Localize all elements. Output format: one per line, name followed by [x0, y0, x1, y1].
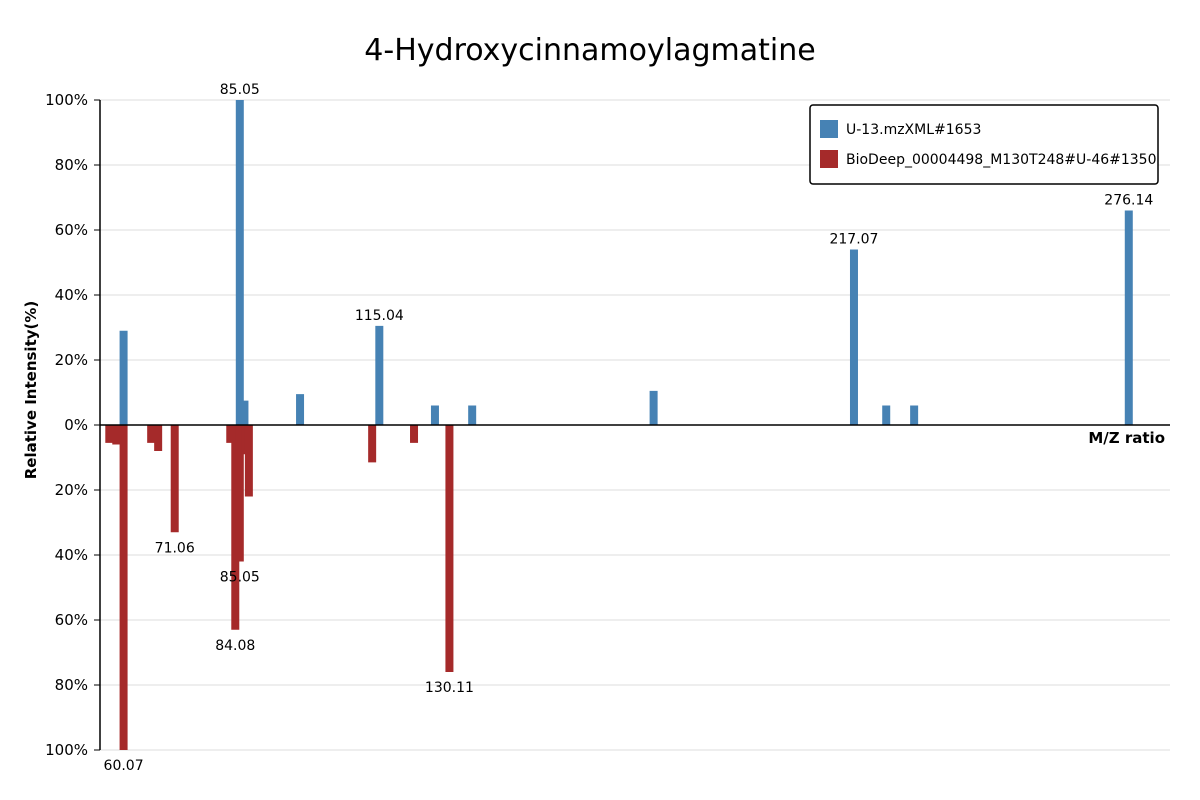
- reference-peak-bar: [445, 425, 454, 672]
- reference-peak-bar: [147, 425, 156, 443]
- query-peak-bar: [849, 249, 858, 425]
- reference-peak-bar: [226, 425, 235, 443]
- reference-peak-bar: [235, 425, 244, 562]
- query-peak-bar: [1124, 210, 1133, 425]
- y-tick-label: 60%: [55, 611, 88, 629]
- spectrum-bars: [105, 100, 1133, 750]
- query-peak-bar: [119, 330, 128, 425]
- legend: U-13.mzXML#1653 BioDeep_00004498_M130T24…: [809, 104, 1159, 185]
- y-axis-ticks: 100% 80% 60% 40% 20% 0% 20% 40% 60% 80% 100%: [45, 91, 100, 759]
- y-tick-label: 80%: [55, 156, 88, 174]
- reference-peak-label: 85.05: [220, 570, 260, 586]
- query-peak-bar: [296, 394, 305, 425]
- y-tick-label: 100%: [45, 91, 88, 109]
- reference-peak-label: 60.07: [104, 758, 144, 774]
- legend-swatch-biodeep: [820, 150, 838, 168]
- query-peak-bar: [468, 405, 477, 425]
- reference-peak-bar: [119, 425, 128, 750]
- y-tick-label: 100%: [45, 741, 88, 759]
- query-peak-bar: [240, 400, 249, 425]
- legend-label-biodeep: BioDeep_00004498_M130T248#U-46#1350: [846, 152, 1157, 168]
- grid-lines: [100, 99, 1170, 751]
- y-tick-label: 20%: [55, 351, 88, 369]
- reference-peak-bar: [105, 425, 114, 443]
- query-peak-bar: [649, 390, 658, 425]
- reference-peak-bar: [170, 425, 179, 533]
- query-peak-label: 217.07: [829, 232, 878, 248]
- y-tick-label: 40%: [55, 286, 88, 304]
- y-tick-label: 60%: [55, 221, 88, 239]
- legend-box: [809, 104, 1159, 185]
- reference-peak-label: 71.06: [155, 540, 195, 556]
- query-peak-label: 115.04: [355, 308, 404, 324]
- y-tick-label: 20%: [55, 481, 88, 499]
- reference-peak-bar: [154, 425, 163, 451]
- reference-peak-label: 84.08: [215, 638, 255, 654]
- y-axis-title: Relative Intensity(%): [22, 301, 40, 480]
- chart-title: 4-Hydroxycinnamoylagmatine: [364, 33, 815, 68]
- query-peak-label: 276.14: [1104, 193, 1153, 209]
- legend-swatch-u13: [820, 120, 838, 138]
- y-tick-label: 0%: [64, 416, 88, 434]
- query-peak-bar: [910, 405, 919, 425]
- query-peak-bar: [375, 325, 384, 425]
- reference-peak-label: 130.11: [425, 680, 474, 696]
- reference-peak-bar: [112, 425, 121, 445]
- x-axis-title: M/Z ratio: [1088, 429, 1165, 447]
- legend-label-u13: U-13.mzXML#1653: [846, 122, 981, 138]
- peak-labels: 85.05 115.04 217.07 276.14 60.07 71.06 84.08 85…: [104, 82, 1154, 774]
- y-tick-label: 80%: [55, 676, 88, 694]
- query-peak-label: 85.05: [220, 82, 260, 98]
- y-tick-label: 40%: [55, 546, 88, 564]
- reference-peak-bar: [231, 425, 240, 630]
- reference-peak-bar: [368, 425, 377, 463]
- query-peak-bar: [430, 405, 439, 425]
- reference-peak-bar: [410, 425, 419, 443]
- reference-peak-bar: [244, 425, 253, 497]
- query-peak-bar: [235, 100, 244, 425]
- query-peak-bar: [882, 405, 891, 425]
